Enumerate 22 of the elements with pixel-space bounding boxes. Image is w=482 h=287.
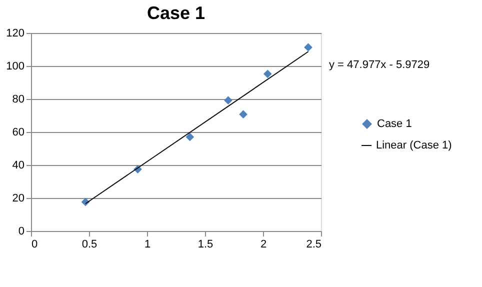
point — [239, 110, 248, 119]
x-tick-label: 1 — [144, 238, 151, 250]
y-tick-label: 60 — [12, 126, 24, 138]
y-tick-label: 20 — [12, 192, 24, 204]
y-tick-label: 80 — [12, 94, 24, 106]
legend-label: Case 1 — [377, 118, 412, 130]
point — [263, 70, 272, 78]
x-tick-label: 2 — [260, 238, 267, 250]
x-tick-label: 0.5 — [82, 238, 98, 250]
legend-label: Linear (Case 1) — [376, 140, 452, 152]
x-tick-label: 0 — [32, 238, 38, 250]
point — [224, 96, 232, 105]
y-tick-label: 120 — [6, 28, 24, 40]
y-tick-label: 0 — [18, 226, 24, 238]
point — [186, 132, 194, 142]
x-tick-label: 1.5 — [198, 238, 214, 250]
chart-title: Case 1 — [146, 3, 206, 23]
y-tick-label: 40 — [12, 160, 24, 172]
x-tick-label: 2.5 — [306, 238, 322, 250]
y-tick-label: 100 — [6, 60, 24, 72]
text: y = 47.977x - 5.9729 — [329, 59, 430, 71]
point — [304, 43, 312, 52]
